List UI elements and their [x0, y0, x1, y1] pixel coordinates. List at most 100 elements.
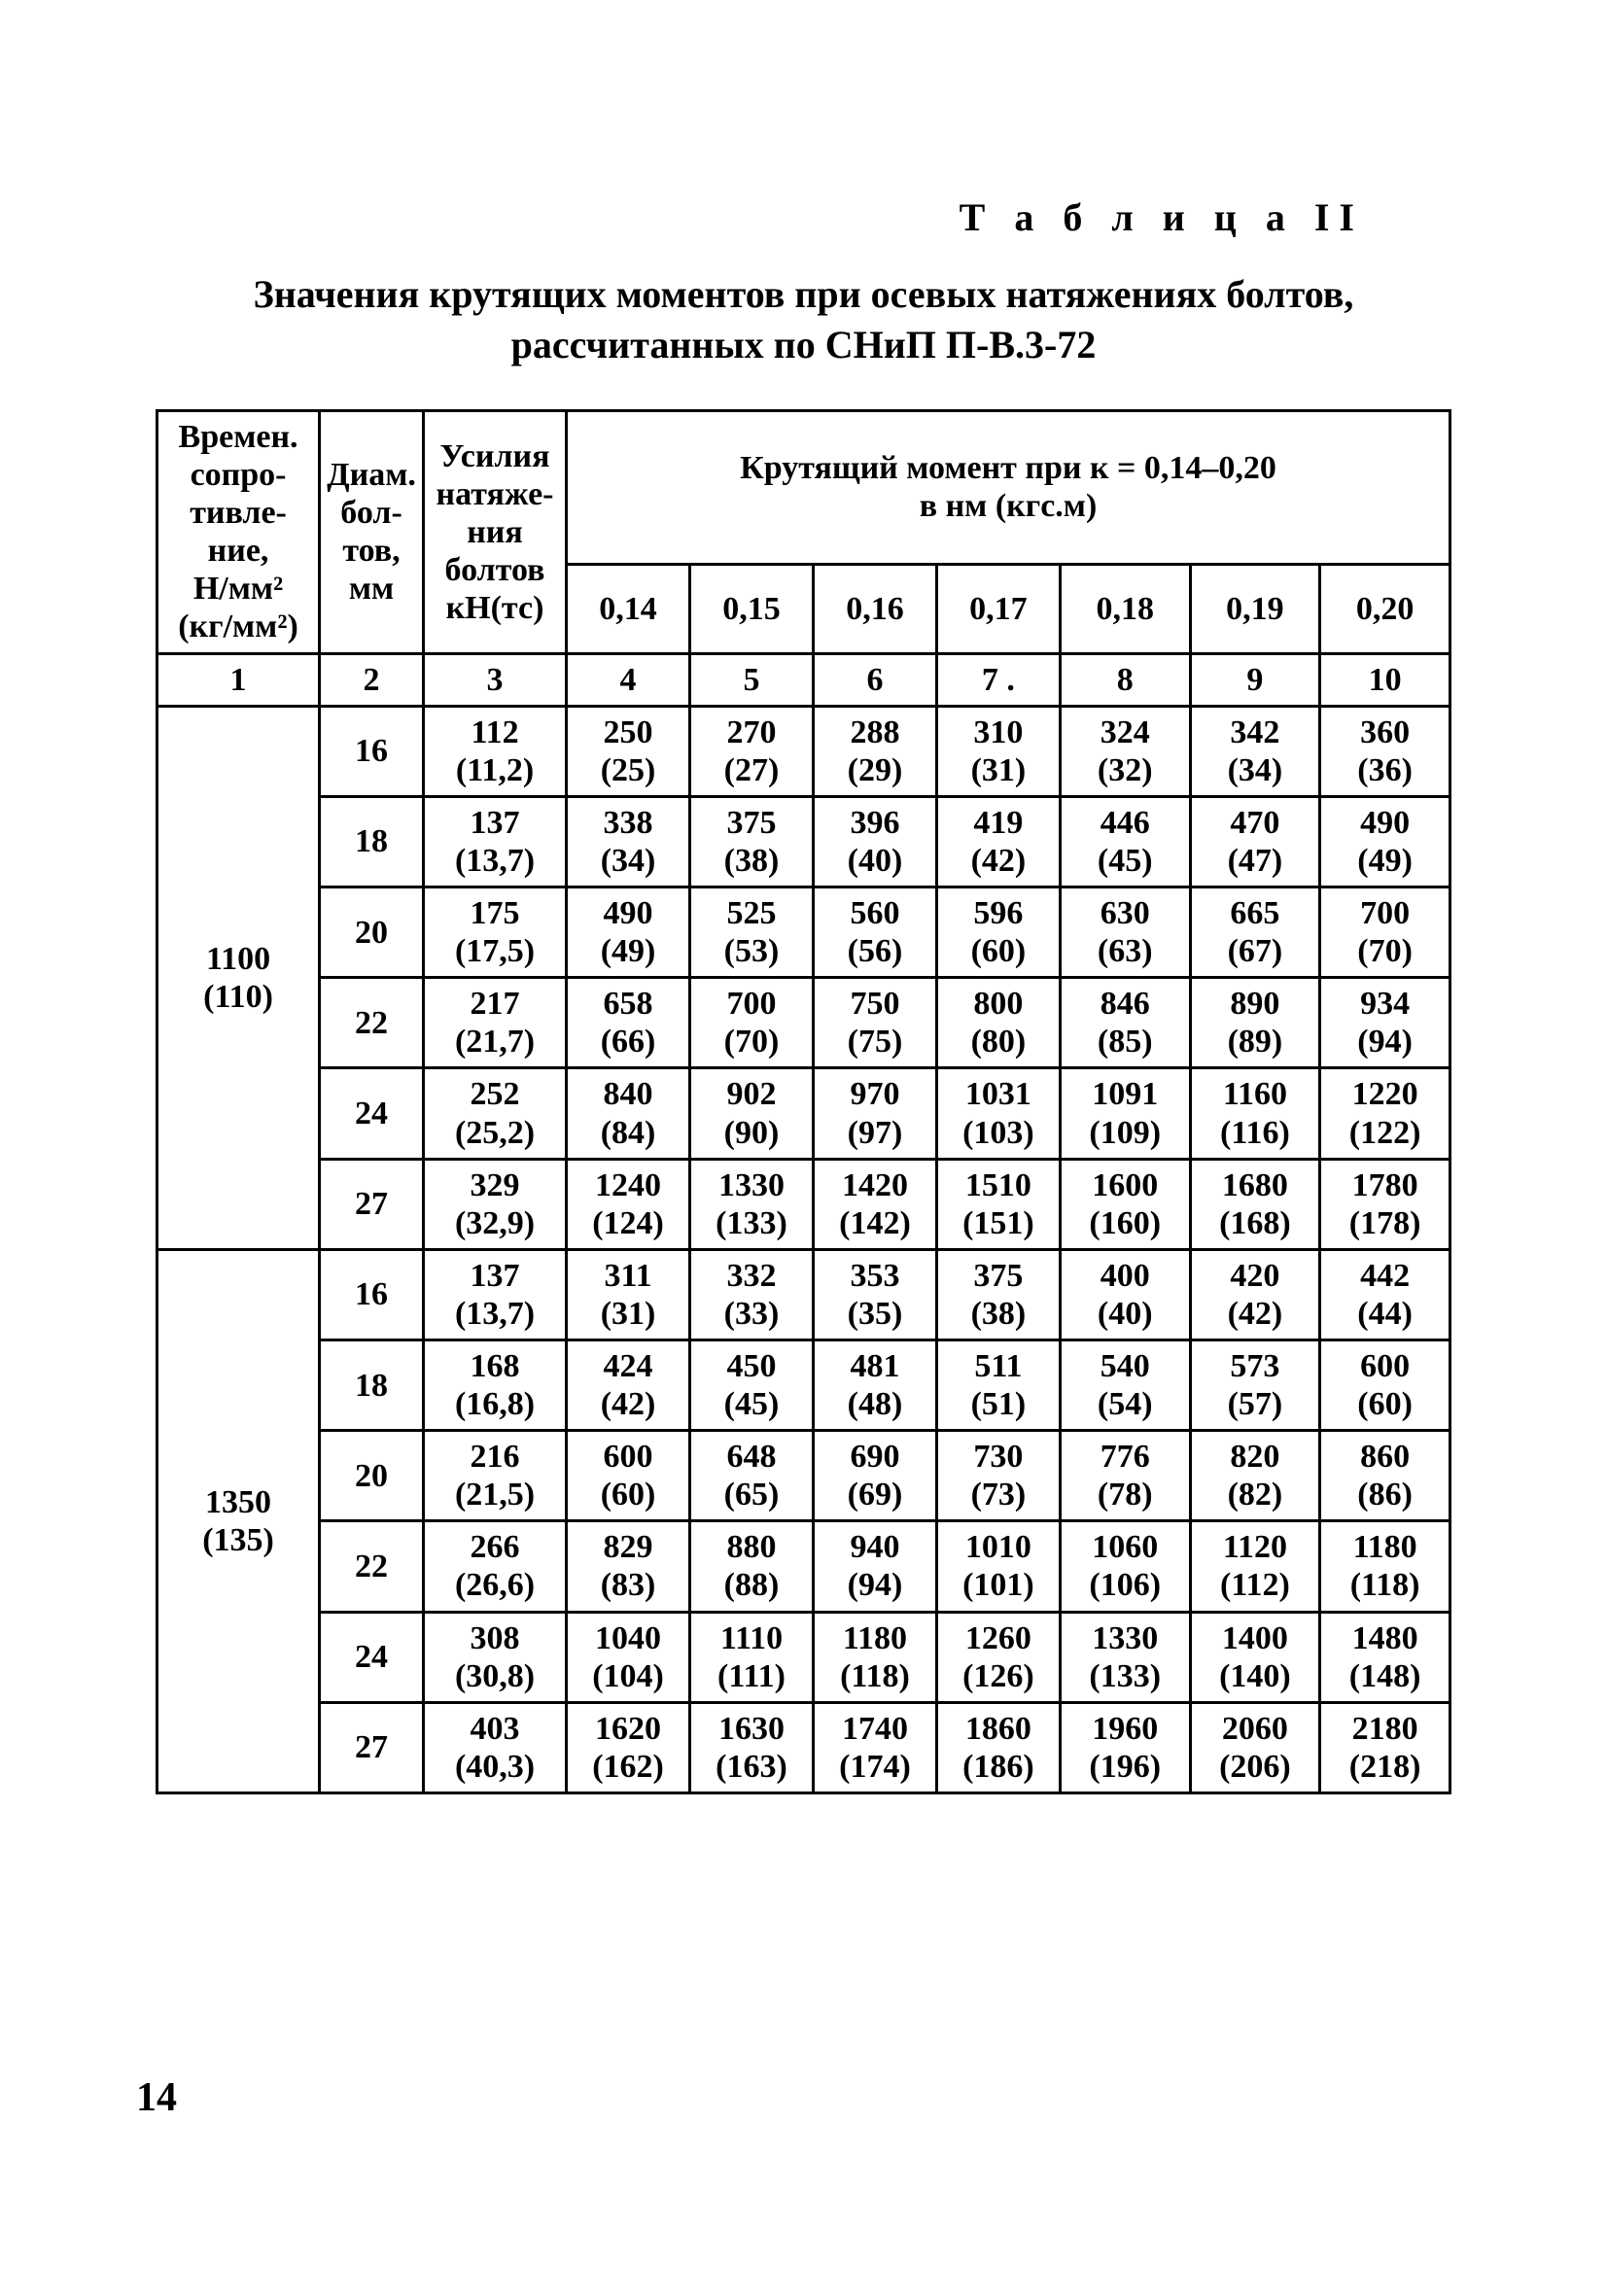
- cell-force-bot: (32,9): [429, 1204, 561, 1242]
- cell-force: 329(32,9): [424, 1159, 567, 1249]
- cell-torque-top: 970: [819, 1075, 931, 1113]
- cell-torque-bot: (29): [819, 751, 931, 789]
- cell-torque-bot: (90): [695, 1114, 808, 1152]
- cell-torque-bot: (126): [942, 1657, 1055, 1695]
- cell-torque: 700(70): [690, 978, 814, 1068]
- group-label: 1100(110): [157, 706, 320, 1249]
- cell-torque-bot: (168): [1196, 1204, 1315, 1242]
- cell-torque: 596(60): [936, 887, 1060, 978]
- cell-torque-top: 540: [1066, 1347, 1185, 1385]
- table-row: 24252(25,2)840(84)902(90)970(97)1031(103…: [157, 1068, 1450, 1159]
- cell-force-top: 137: [429, 804, 561, 842]
- cell-torque: 1260(126): [936, 1612, 1060, 1702]
- col1-l5: Н/мм²: [162, 570, 314, 608]
- cell-torque-bot: (151): [942, 1204, 1055, 1242]
- cell-torque: 1780(178): [1320, 1159, 1450, 1249]
- cell-torque-bot: (45): [1066, 842, 1185, 880]
- cell-torque-bot: (57): [1196, 1385, 1315, 1423]
- cell-torque: 658(66): [567, 978, 690, 1068]
- cell-torque-top: 1240: [572, 1166, 684, 1204]
- cell-force: 175(17,5): [424, 887, 567, 978]
- cell-torque-top: 750: [819, 985, 931, 1023]
- cell-torque-top: 1400: [1196, 1619, 1315, 1657]
- cell-torque-bot: (133): [1066, 1657, 1185, 1695]
- cell-torque-top: 1680: [1196, 1166, 1315, 1204]
- cell-torque-top: 490: [572, 894, 684, 932]
- k18-header: 0,18: [1060, 564, 1190, 653]
- cell-force-bot: (26,6): [429, 1566, 561, 1604]
- cell-torque-bot: (160): [1066, 1204, 1185, 1242]
- cell-force-top: 403: [429, 1710, 561, 1748]
- cell-torque: 1400(140): [1190, 1612, 1320, 1702]
- cell-torque: 525(53): [690, 887, 814, 978]
- cell-torque: 573(57): [1190, 1339, 1320, 1430]
- cell-torque-top: 375: [942, 1257, 1055, 1295]
- col1-l4: ние,: [162, 532, 314, 570]
- cell-torque-top: 400: [1066, 1257, 1185, 1295]
- cell-force-bot: (11,2): [429, 751, 561, 789]
- colnum-9: 9: [1190, 653, 1320, 706]
- cell-torque-bot: (94): [1325, 1023, 1445, 1061]
- cell-force-bot: (40,3): [429, 1748, 561, 1786]
- cell-torque-bot: (104): [572, 1657, 684, 1695]
- cell-torque: 342(34): [1190, 706, 1320, 796]
- cell-torque-top: 1330: [1066, 1619, 1185, 1657]
- cell-torque: 1180(118): [813, 1612, 936, 1702]
- cell-torque-top: 1040: [572, 1619, 684, 1657]
- cell-torque-top: 890: [1196, 985, 1315, 1023]
- cell-torque-top: 1060: [1066, 1528, 1185, 1566]
- group-label-bot: (110): [162, 978, 314, 1016]
- cell-torque-top: 560: [819, 894, 931, 932]
- colnum-4: 4: [567, 653, 690, 706]
- cell-force-top: 308: [429, 1619, 561, 1657]
- cell-torque: 360(36): [1320, 706, 1450, 796]
- cell-diameter: 16: [320, 706, 424, 796]
- cell-torque-top: 665: [1196, 894, 1315, 932]
- cell-torque: 375(38): [936, 1249, 1060, 1339]
- cell-torque: 690(69): [813, 1431, 936, 1521]
- table-head: Времен. сопро- тивле- ние, Н/мм² (кг/мм²…: [157, 411, 1450, 707]
- cell-torque-top: 902: [695, 1075, 808, 1113]
- cell-torque-top: 829: [572, 1528, 684, 1566]
- cell-torque: 1860(186): [936, 1702, 1060, 1792]
- cell-diameter: 24: [320, 1068, 424, 1159]
- cell-torque-bot: (174): [819, 1748, 931, 1786]
- cell-torque-bot: (40): [1066, 1295, 1185, 1333]
- cell-torque-top: 1091: [1066, 1075, 1185, 1113]
- cell-torque-bot: (31): [942, 751, 1055, 789]
- cell-torque: 1040(104): [567, 1612, 690, 1702]
- cell-force: 217(21,7): [424, 978, 567, 1068]
- cell-torque-top: 730: [942, 1438, 1055, 1476]
- k15-header: 0,15: [690, 564, 814, 653]
- cell-torque: 776(78): [1060, 1431, 1190, 1521]
- cell-torque-bot: (97): [819, 1114, 931, 1152]
- cell-torque-top: 360: [1325, 713, 1445, 751]
- cell-torque-top: 332: [695, 1257, 808, 1295]
- cell-torque-bot: (60): [1325, 1385, 1445, 1423]
- cell-torque: 490(49): [1320, 796, 1450, 887]
- table-row: 20216(21,5)600(60)648(65)690(69)730(73)7…: [157, 1431, 1450, 1521]
- cell-torque: 970(97): [813, 1068, 936, 1159]
- cell-torque-top: 700: [1325, 894, 1445, 932]
- cell-torque-top: 353: [819, 1257, 931, 1295]
- cell-torque: 840(84): [567, 1068, 690, 1159]
- k14-header: 0,14: [567, 564, 690, 653]
- cell-torque: 288(29): [813, 706, 936, 796]
- colnum-6: 6: [813, 653, 936, 706]
- k-span-header: Крутящий момент при к = 0,14–0,20 в нм (…: [567, 411, 1450, 565]
- cell-torque-top: 375: [695, 804, 808, 842]
- cell-torque: 730(73): [936, 1431, 1060, 1521]
- cell-torque-bot: (106): [1066, 1566, 1185, 1604]
- cell-force-top: 175: [429, 894, 561, 932]
- cell-torque-bot: (38): [695, 842, 808, 880]
- cell-torque: 2060(206): [1190, 1702, 1320, 1792]
- k19-header: 0,19: [1190, 564, 1320, 653]
- cell-force-bot: (21,5): [429, 1476, 561, 1513]
- col3-l4: болтов: [429, 551, 561, 589]
- col2-l4: мм: [325, 570, 418, 608]
- cell-torque-top: 1110: [695, 1619, 808, 1657]
- cell-torque: 311(31): [567, 1249, 690, 1339]
- cell-torque-bot: (34): [1196, 751, 1315, 789]
- col3-l5: кН(тс): [429, 589, 561, 627]
- col1-l2: сопро-: [162, 456, 314, 494]
